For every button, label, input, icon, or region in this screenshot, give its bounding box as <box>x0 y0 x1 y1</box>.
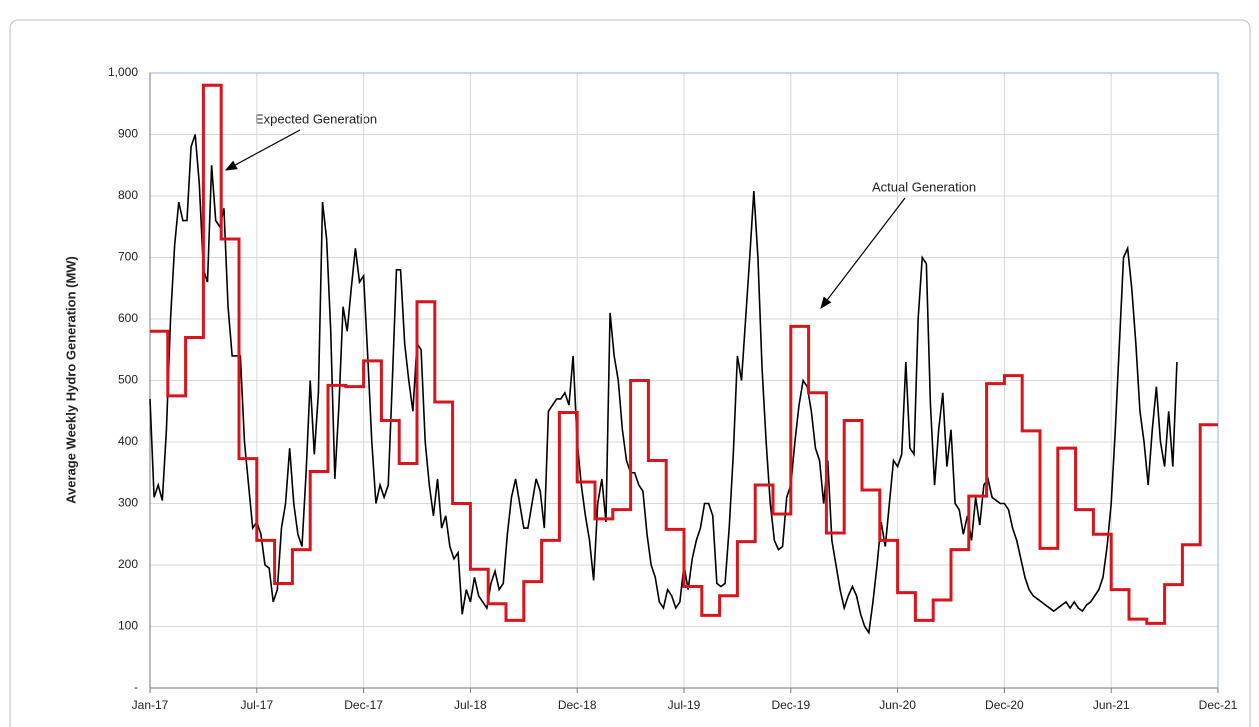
y-axis-label: Average Weekly Hydro Generation (MW) <box>63 256 78 504</box>
annotation: Expected Generation <box>255 111 377 126</box>
x-tick-label: Jul-18 <box>454 698 487 712</box>
actual-line <box>149 134 1178 635</box>
y-tick-label: 100 <box>118 619 138 633</box>
y-tick-label: 900 <box>118 127 138 141</box>
y-tick-label: - <box>134 680 138 694</box>
annotation-arrow <box>224 129 301 171</box>
x-tick-label: Dec-18 <box>558 698 597 712</box>
x-tick-label: Dec-17 <box>344 698 383 712</box>
x-tick-label: Jul-19 <box>668 698 701 712</box>
expected-step-line <box>150 83 1218 625</box>
x-tick-label: Dec-19 <box>771 698 810 712</box>
y-tick-label: 400 <box>118 434 138 448</box>
x-tick-label: Jun-21 <box>1093 698 1130 712</box>
y-tick-label: 700 <box>118 250 138 264</box>
annotation: Actual Generation <box>872 179 976 194</box>
x-tick-label: Jan-17 <box>132 698 169 712</box>
y-tick-label: 500 <box>118 373 138 387</box>
y-tick-label: 800 <box>118 188 138 202</box>
y-tick-label: 600 <box>118 311 138 325</box>
y-tick-label: 200 <box>118 557 138 571</box>
x-tick-label: Jun-20 <box>879 698 916 712</box>
x-tick-label: Jul-17 <box>240 698 273 712</box>
chart-frame <box>9 19 1251 727</box>
x-tick-label: Dec-20 <box>985 698 1024 712</box>
y-tick-label: 300 <box>118 496 138 510</box>
y-tick-label: 1,000 <box>108 65 138 79</box>
annotation-arrow <box>820 197 906 309</box>
x-tick-label: Dec-21 <box>1199 698 1238 712</box>
